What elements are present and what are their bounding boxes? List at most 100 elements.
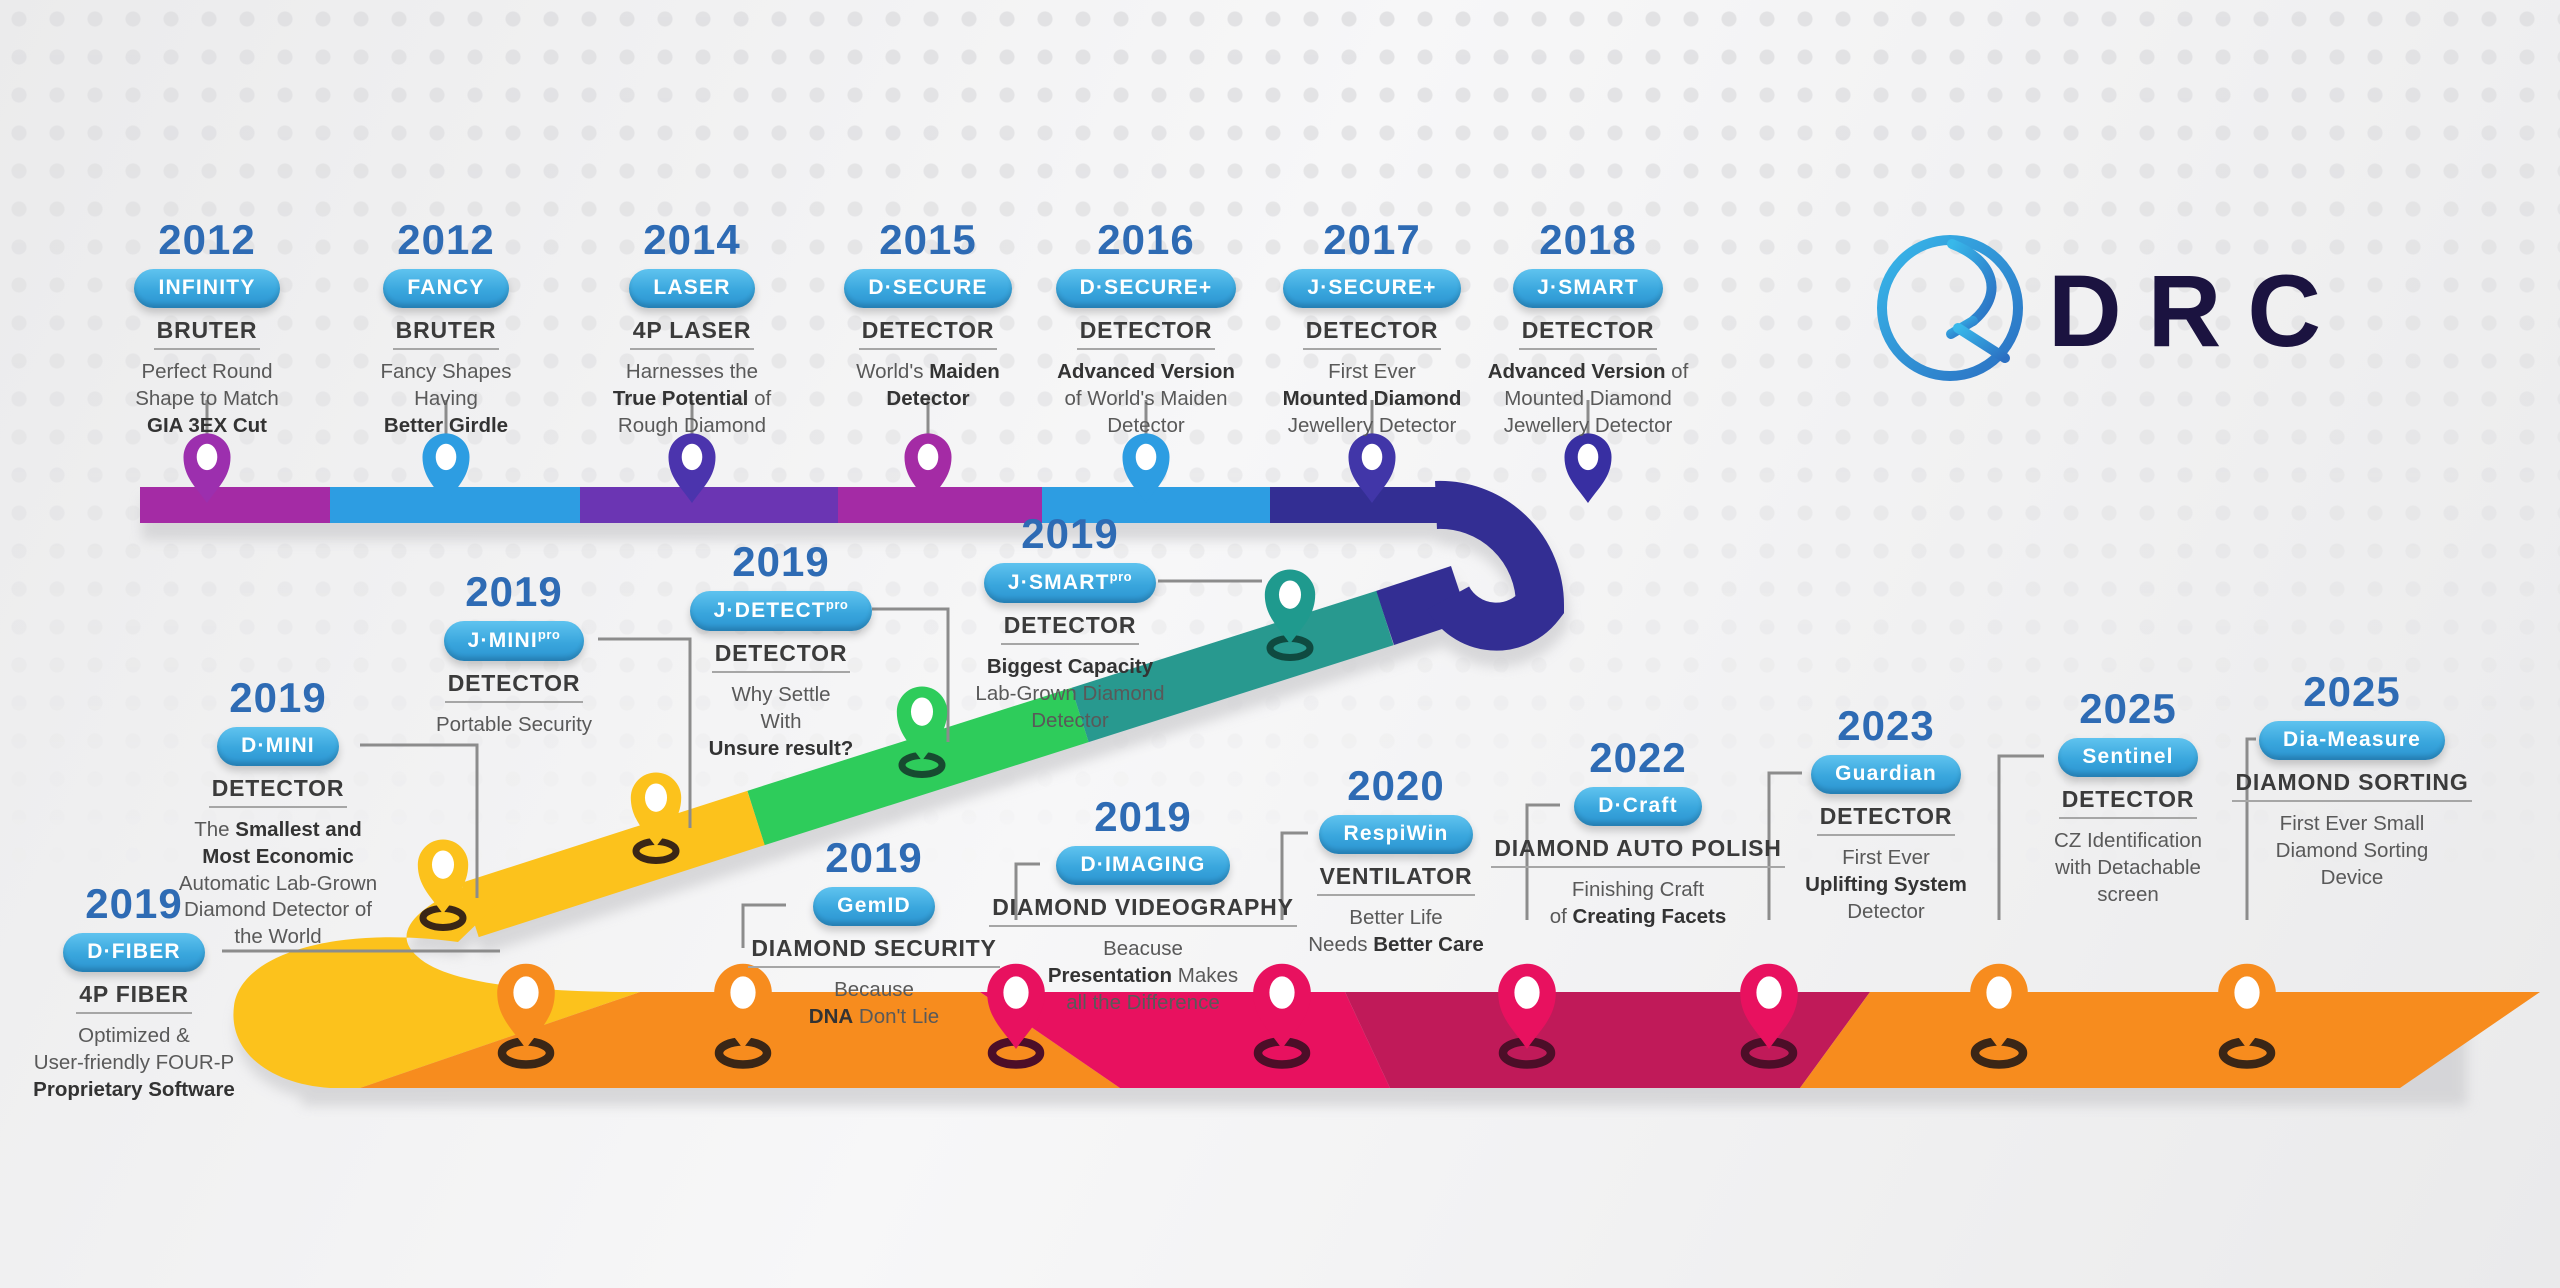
- entry-year: 2019: [229, 674, 327, 721]
- entry-pill-row: D·MINI: [148, 720, 408, 767]
- entry-category-row: DETECTOR: [651, 642, 911, 674]
- product-badge: D·MINI: [217, 727, 339, 767]
- entry-description: Advanced Version of World's Maiden Detecto…: [1057, 360, 1235, 437]
- entry-year: 2023: [1837, 702, 1935, 749]
- product-badge: LASER: [629, 269, 755, 309]
- entry-year: 2016: [1097, 216, 1195, 263]
- entry-description: Fancy Shapes Having Better Girdle: [380, 360, 512, 437]
- product-name: J·SECURE+: [1307, 276, 1437, 300]
- product-name: D·SECURE+: [1079, 276, 1213, 300]
- entry-pill-row: FANCY: [316, 262, 576, 309]
- entry-category: DIAMOND AUTO POLISH: [1491, 837, 1785, 869]
- product-name: D·MINI: [241, 734, 315, 758]
- timeline-entry: 2018 J·SMART DETECTOR Advanced Version o…: [1458, 216, 1718, 439]
- product-name: J·MINI: [467, 629, 538, 653]
- entry-year: 2014: [643, 216, 741, 263]
- entry-year: 2018: [1539, 216, 1637, 263]
- entry-description: Portable Security: [435, 713, 593, 737]
- product-name: RespiWin: [1343, 822, 1449, 846]
- entry-pill-row: D·Craft: [1478, 780, 1798, 827]
- entry-category-row: DETECTOR: [1756, 805, 2016, 837]
- product-name: INFINITY: [158, 276, 256, 300]
- timeline-entry: 2016 D·SECURE+ DETECTOR Advanced Version…: [1016, 216, 1276, 439]
- product-name: Sentinel: [2082, 745, 2174, 769]
- product-name: J·DETECT: [713, 599, 826, 623]
- product-name: LASER: [653, 276, 731, 300]
- product-badge: D·IMAGING: [1056, 846, 1230, 886]
- entry-pill-row: J·SMARTpro: [940, 556, 1200, 604]
- entry-category: DETECTOR: [1302, 319, 1442, 351]
- product-badge: D·SECURE: [844, 269, 1012, 309]
- entry-description: Harnesses the True Potential of Rough Diam…: [612, 360, 772, 437]
- product-badge: FANCY: [383, 269, 509, 309]
- entry-description: Optimized & User-friendly FOUR-P Proprieta…: [33, 1024, 235, 1101]
- entry-category: DETECTOR: [2058, 788, 2198, 820]
- entry-category: DETECTOR: [444, 672, 584, 704]
- product-name: Dia-Measure: [2282, 728, 2422, 752]
- entry-category: BRUTER: [392, 319, 500, 351]
- entry-description: Finishing Craft of Creating Facets: [1549, 878, 1727, 928]
- entry-year: 2019: [825, 834, 923, 881]
- product-badge: Sentinel: [2058, 738, 2198, 778]
- entry-category-row: DETECTOR: [1016, 319, 1276, 351]
- entry-pill-row: D·SECURE+: [1016, 262, 1276, 309]
- entry-category-row: BRUTER: [316, 319, 576, 351]
- entry-pill-row: GemID: [744, 880, 1004, 927]
- entry-pill-row: LASER: [562, 262, 822, 309]
- timeline-entry: 2019 J·DETECTpro DETECTOR Why Settle With…: [651, 538, 911, 762]
- entry-year: 2019: [732, 538, 830, 585]
- entry-category: 4P LASER: [629, 319, 755, 351]
- entry-description: Beacuse Presentation Makes all the Differe…: [1047, 937, 1239, 1014]
- entry-year: 2012: [158, 216, 256, 263]
- product-name: D·Craft: [1598, 794, 1678, 818]
- product-name: GemID: [837, 894, 911, 918]
- timeline-entry: 2019 J·SMARTpro DETECTOR Biggest Capacit…: [940, 510, 1200, 734]
- entry-category: BRUTER: [153, 319, 261, 351]
- entry-year: 2019: [1021, 510, 1119, 557]
- entry-category-row: DETECTOR: [384, 672, 644, 704]
- entry-year: 2025: [2303, 668, 2401, 715]
- timeline-entry: 2012 INFINITY BRUTER Perfect Round Shape …: [77, 216, 337, 439]
- product-name: D·FIBER: [87, 940, 181, 964]
- entry-category-row: DETECTOR: [940, 614, 1200, 646]
- entry-pill-row: INFINITY: [77, 262, 337, 309]
- entry-category: DETECTOR: [1816, 805, 1956, 837]
- entry-pill-row: D·FIBER: [0, 926, 274, 973]
- product-badge: J·SMARTpro: [983, 563, 1157, 604]
- entry-category: 4P FIBER: [76, 983, 192, 1015]
- entry-pill-row: J·MINIpro: [384, 614, 644, 662]
- timeline-entry: 2019 GemID DIAMOND SECURITY Because DNA D…: [744, 834, 1004, 1031]
- entry-category-row: DIAMOND SORTING: [2207, 771, 2497, 803]
- product-badge: INFINITY: [134, 269, 280, 309]
- product-badge: D·SECURE+: [1055, 269, 1237, 309]
- entry-category-row: DIAMOND VIDEOGRAPHY: [988, 896, 1298, 928]
- entry-pill-row: D·IMAGING: [988, 839, 1298, 886]
- timeline-entry: 2019 J·MINIpro DETECTOR Portable Securit…: [384, 568, 644, 739]
- entry-category-row: 4P FIBER: [0, 983, 274, 1015]
- entry-pill-row: Dia-Measure: [2207, 714, 2497, 761]
- product-name: FANCY: [407, 276, 485, 300]
- entry-category: DETECTOR: [1518, 319, 1658, 351]
- entry-year: 2019: [465, 568, 563, 615]
- timeline-entry: 2022 D·Craft DIAMOND AUTO POLISH Finishi…: [1478, 734, 1798, 931]
- entry-category-row: DETECTOR: [148, 777, 408, 809]
- entry-year: 2022: [1589, 734, 1687, 781]
- entry-year: 2012: [397, 216, 495, 263]
- product-badge: D·Craft: [1574, 787, 1702, 827]
- timeline-entry: 2012 FANCY BRUTER Fancy Shapes Having Bett…: [316, 216, 576, 439]
- entry-category-row: BRUTER: [77, 319, 337, 351]
- entry-pill-row: Guardian: [1756, 748, 2016, 795]
- timeline-entry: 2019 D·IMAGING DIAMOND VIDEOGRAPHY Beacu…: [988, 794, 1298, 1016]
- timeline-entry: 2014 LASER 4P LASER Harnesses the True Po…: [562, 216, 822, 439]
- entry-description: Why Settle With Unsure result?: [708, 683, 854, 760]
- entry-category-row: DIAMOND AUTO POLISH: [1478, 837, 1798, 869]
- entry-pill-row: J·SMART: [1458, 262, 1718, 309]
- product-name: J·SMART: [1537, 276, 1639, 300]
- product-badge: J·SECURE+: [1283, 269, 1461, 309]
- entry-category: DIAMOND SORTING: [2232, 771, 2472, 803]
- product-name: Guardian: [1835, 762, 1937, 786]
- entry-description: First Ever Uplifting System Detector: [1805, 846, 1967, 923]
- timeline-entry: 2023 Guardian DETECTOR First Ever Uplifti…: [1756, 702, 2016, 925]
- product-badge: Guardian: [1811, 755, 1961, 795]
